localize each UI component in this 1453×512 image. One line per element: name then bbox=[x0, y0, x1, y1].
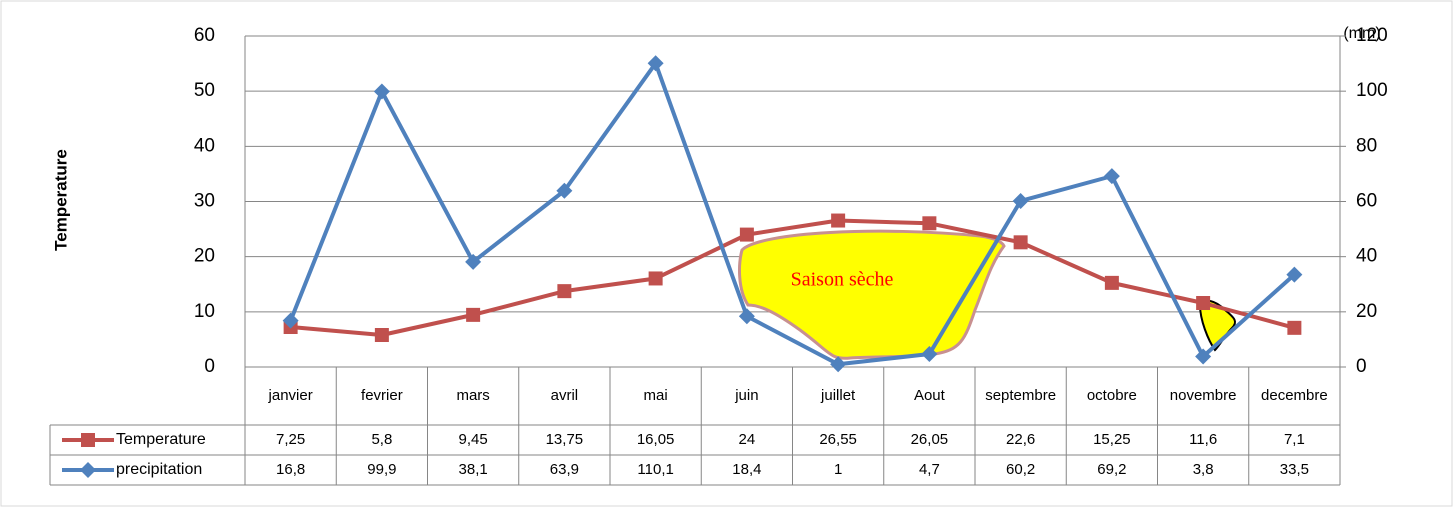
point bbox=[1196, 296, 1211, 311]
grid bbox=[49, 35, 1346, 486]
x-tick-label: janvier bbox=[268, 387, 313, 404]
table-value: 63,9 bbox=[550, 461, 579, 478]
x-tick-label: decembre bbox=[1261, 387, 1328, 404]
x-tick-label: novembre bbox=[1170, 387, 1237, 404]
x-tick-label: mai bbox=[644, 387, 668, 404]
annotation: Saison sèche bbox=[791, 269, 894, 291]
series-line bbox=[288, 61, 1296, 367]
point bbox=[282, 312, 299, 329]
x-tick-label: avril bbox=[551, 387, 579, 404]
table-value: 7,25 bbox=[276, 431, 305, 448]
x-tick-label: juin bbox=[734, 387, 758, 404]
table-value: 110,1 bbox=[637, 461, 673, 478]
point bbox=[80, 462, 96, 478]
y-tick-label: 0 bbox=[204, 356, 215, 377]
y2-axis-label: (mm) bbox=[1343, 25, 1380, 42]
point bbox=[1287, 320, 1302, 335]
point bbox=[830, 356, 847, 373]
y-tick-label: 10 bbox=[194, 301, 215, 322]
point bbox=[81, 433, 95, 447]
x-tick-label: fevrier bbox=[361, 387, 403, 404]
table-value: 26,55 bbox=[819, 431, 857, 448]
y2-tick-label: 120 bbox=[1356, 25, 1388, 46]
table-value: 24 bbox=[739, 431, 756, 448]
x-tick-label: mars bbox=[456, 387, 489, 404]
y2-tick-label: 100 bbox=[1356, 80, 1388, 101]
table-value: 16,05 bbox=[637, 431, 675, 448]
table-value: 4,7 bbox=[919, 461, 940, 478]
y-tick-label: 30 bbox=[194, 191, 215, 212]
x-tick-label: septembre bbox=[985, 387, 1056, 404]
point bbox=[922, 216, 937, 231]
table-value: 3,8 bbox=[1193, 461, 1214, 478]
table-value: 15,25 bbox=[1093, 431, 1131, 448]
x-tick-label: Aout bbox=[914, 387, 946, 404]
point bbox=[373, 83, 390, 100]
y-tick-label: 60 bbox=[194, 25, 215, 46]
table-value: 11,6 bbox=[1189, 431, 1217, 448]
x-tick-label: octobre bbox=[1087, 387, 1137, 404]
point bbox=[1104, 275, 1119, 290]
legend-label: precipitation bbox=[116, 461, 202, 478]
point bbox=[648, 271, 663, 286]
y2-tick-label: 0 bbox=[1356, 356, 1367, 377]
point bbox=[465, 253, 482, 270]
table-value: 33,5 bbox=[1280, 461, 1309, 478]
y2-tick-label: 40 bbox=[1356, 246, 1377, 267]
table-value: 13,75 bbox=[546, 431, 584, 448]
point bbox=[1195, 348, 1212, 365]
y2-tick-label: 20 bbox=[1356, 301, 1377, 322]
y2-tick-label: 80 bbox=[1356, 135, 1377, 156]
x-tick-label: juillet bbox=[820, 387, 856, 404]
y-tick-label: 20 bbox=[194, 246, 215, 267]
table-value: 7,1 bbox=[1284, 431, 1305, 448]
table-value: 99,9 bbox=[367, 461, 396, 478]
y2-tick-label: 60 bbox=[1356, 191, 1377, 212]
table-value: 16,8 bbox=[276, 461, 305, 478]
y-tick-label: 40 bbox=[194, 135, 215, 156]
table-value: 22,6 bbox=[1006, 431, 1035, 448]
point bbox=[1103, 168, 1120, 185]
table-value: 5,8 bbox=[371, 431, 392, 448]
point bbox=[1013, 235, 1028, 250]
y-tick-label: 50 bbox=[194, 80, 215, 101]
point bbox=[1012, 192, 1029, 209]
table-value: 18,4 bbox=[732, 461, 761, 478]
table-value: 38,1 bbox=[459, 461, 488, 478]
series-line bbox=[290, 218, 1295, 338]
point bbox=[466, 307, 481, 322]
table-value: 69,2 bbox=[1097, 461, 1126, 478]
point bbox=[831, 213, 846, 228]
point bbox=[1286, 266, 1303, 283]
table-value: 9,45 bbox=[459, 431, 488, 448]
point bbox=[739, 227, 754, 242]
y-axis-label: Temperature bbox=[51, 149, 70, 251]
point bbox=[738, 308, 755, 325]
table-value: 1 bbox=[834, 461, 842, 478]
table-value: 60,2 bbox=[1006, 461, 1035, 478]
point bbox=[556, 182, 573, 199]
point bbox=[374, 328, 389, 343]
table-value: 26,05 bbox=[911, 431, 949, 448]
point bbox=[921, 346, 938, 363]
dry-season-area bbox=[738, 229, 1006, 360]
legend-label: Temperature bbox=[116, 431, 206, 448]
point bbox=[647, 55, 664, 72]
point bbox=[557, 284, 572, 299]
